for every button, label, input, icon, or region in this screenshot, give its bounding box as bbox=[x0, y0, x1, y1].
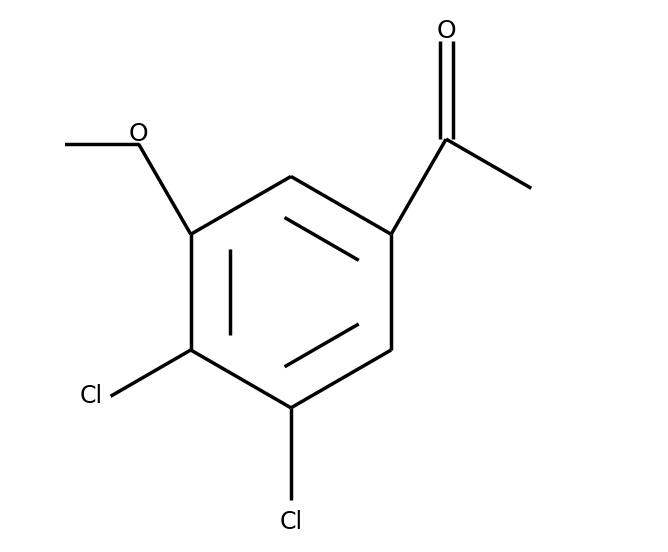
Text: O: O bbox=[436, 19, 456, 43]
Text: O: O bbox=[129, 123, 148, 146]
Text: Cl: Cl bbox=[79, 384, 102, 408]
Text: Cl: Cl bbox=[279, 510, 303, 534]
